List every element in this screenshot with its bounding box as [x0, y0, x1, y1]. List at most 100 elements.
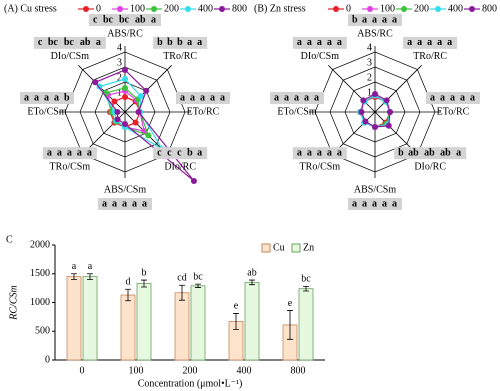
- significance-letter: a: [297, 147, 302, 158]
- chart-title: (B) Zn stress: [254, 3, 306, 14]
- x-axis-label: Concentration (μmol•L⁻¹): [138, 378, 243, 389]
- legend-marker: [151, 6, 157, 12]
- bar: [298, 288, 314, 361]
- point: [360, 97, 367, 104]
- significance-letter: a: [437, 37, 442, 48]
- letter-box: [153, 147, 208, 160]
- legend-marker: [401, 6, 407, 12]
- point: [385, 122, 392, 129]
- significance-letter: a: [67, 147, 72, 158]
- letter-box: [89, 14, 161, 26]
- error-bar: [125, 288, 131, 302]
- significance-letter: a: [44, 92, 49, 103]
- significance-letter: a: [197, 37, 202, 48]
- significance-letter: a: [352, 198, 357, 209]
- error-bar: [141, 279, 147, 288]
- significance-letter: a: [430, 92, 435, 103]
- axis-label: TRo/RC: [413, 51, 447, 62]
- significance-letter: a: [382, 14, 387, 25]
- r-tick-label: 2: [367, 72, 372, 83]
- significance-letter: a: [220, 92, 225, 103]
- r-tick-label: 1: [367, 87, 372, 98]
- significance-letter: c: [167, 147, 172, 158]
- legend-label: 100: [380, 3, 395, 14]
- point: [111, 98, 118, 105]
- legend-label: Cu: [273, 242, 285, 253]
- significance-letter: a: [122, 198, 127, 209]
- significance-letter: a: [362, 14, 367, 25]
- significance-letter: a: [304, 92, 309, 103]
- significance-letter: a: [327, 147, 332, 158]
- y-tick-label: 2000: [30, 239, 50, 250]
- letter-box: [292, 147, 347, 160]
- significance-letter: a: [307, 37, 312, 48]
- bar: [190, 285, 206, 361]
- r-tick-label: 4: [367, 42, 372, 53]
- legend-marker: [117, 6, 123, 12]
- significance-letter: ab: [135, 14, 146, 25]
- point: [358, 109, 365, 115]
- point: [362, 118, 369, 125]
- axis-label: DIo/CSm: [51, 51, 90, 62]
- bar: [244, 281, 260, 361]
- point: [135, 109, 142, 115]
- point: [372, 91, 378, 97]
- legend-label: Zn: [303, 242, 314, 253]
- letter-box: [348, 14, 402, 26]
- legend-swatch: [261, 243, 271, 253]
- significance-letter: a: [200, 92, 205, 103]
- x-tick-label: 400: [237, 365, 252, 376]
- significance-letter: a: [87, 147, 92, 158]
- significance-letter: e: [288, 298, 293, 309]
- legend-marker: [367, 6, 373, 12]
- error-bar: [233, 313, 239, 330]
- significance-letter: ab: [440, 147, 451, 158]
- significance-letter: a: [327, 37, 332, 48]
- significance-letter: a: [372, 14, 377, 25]
- significance-letter: c: [93, 14, 98, 25]
- y-tick-label: 0: [45, 354, 50, 365]
- significance-letter: a: [88, 261, 93, 272]
- significance-letter: bc: [64, 37, 75, 48]
- bar: [66, 276, 82, 361]
- significance-letter: a: [187, 37, 192, 48]
- axis-label: DIo/RC: [414, 161, 446, 172]
- significance-letter: a: [450, 92, 455, 103]
- significance-letter: a: [57, 147, 62, 158]
- axis-label: ABS/CSm: [104, 184, 146, 195]
- axis-spoke: [328, 65, 376, 113]
- y-tick-label: 1500: [30, 268, 50, 279]
- axis-label: ABS/CSm: [354, 184, 396, 195]
- significance-letter: a: [447, 37, 452, 48]
- significance-letter: a: [427, 37, 432, 48]
- significance-letter: cd: [177, 273, 186, 284]
- chart-title: C: [6, 234, 13, 245]
- significance-letter: a: [77, 147, 82, 158]
- significance-letter: a: [460, 92, 465, 103]
- letter-box: [176, 92, 230, 104]
- legend-marker: [83, 6, 89, 12]
- significance-letter: a: [190, 92, 195, 103]
- error-bar: [249, 279, 255, 286]
- significance-letter: a: [47, 147, 52, 158]
- significance-letter: a: [392, 198, 397, 209]
- point: [372, 124, 378, 130]
- letter-box: [403, 36, 458, 49]
- y-tick-label: 1000: [30, 297, 50, 308]
- legend-label: 400: [198, 3, 213, 14]
- significance-letter: a: [470, 92, 475, 103]
- significance-letter: bc: [193, 271, 203, 282]
- axis-label: TRo/RC: [163, 51, 197, 62]
- axis-label: ETo/RC: [437, 106, 470, 117]
- point: [114, 116, 121, 123]
- r-tick-label: 4: [117, 42, 122, 53]
- legend-swatch: [291, 243, 301, 253]
- axis-label: TRo/CSm: [300, 161, 341, 172]
- significance-letter: a: [197, 147, 202, 158]
- y-axis-label: RC/CSm: [8, 285, 19, 320]
- point: [387, 109, 393, 115]
- significance-letter: a: [102, 198, 107, 209]
- significance-letter: a: [372, 198, 377, 209]
- significance-letter: a: [54, 92, 59, 103]
- significance-letter: a: [456, 147, 461, 158]
